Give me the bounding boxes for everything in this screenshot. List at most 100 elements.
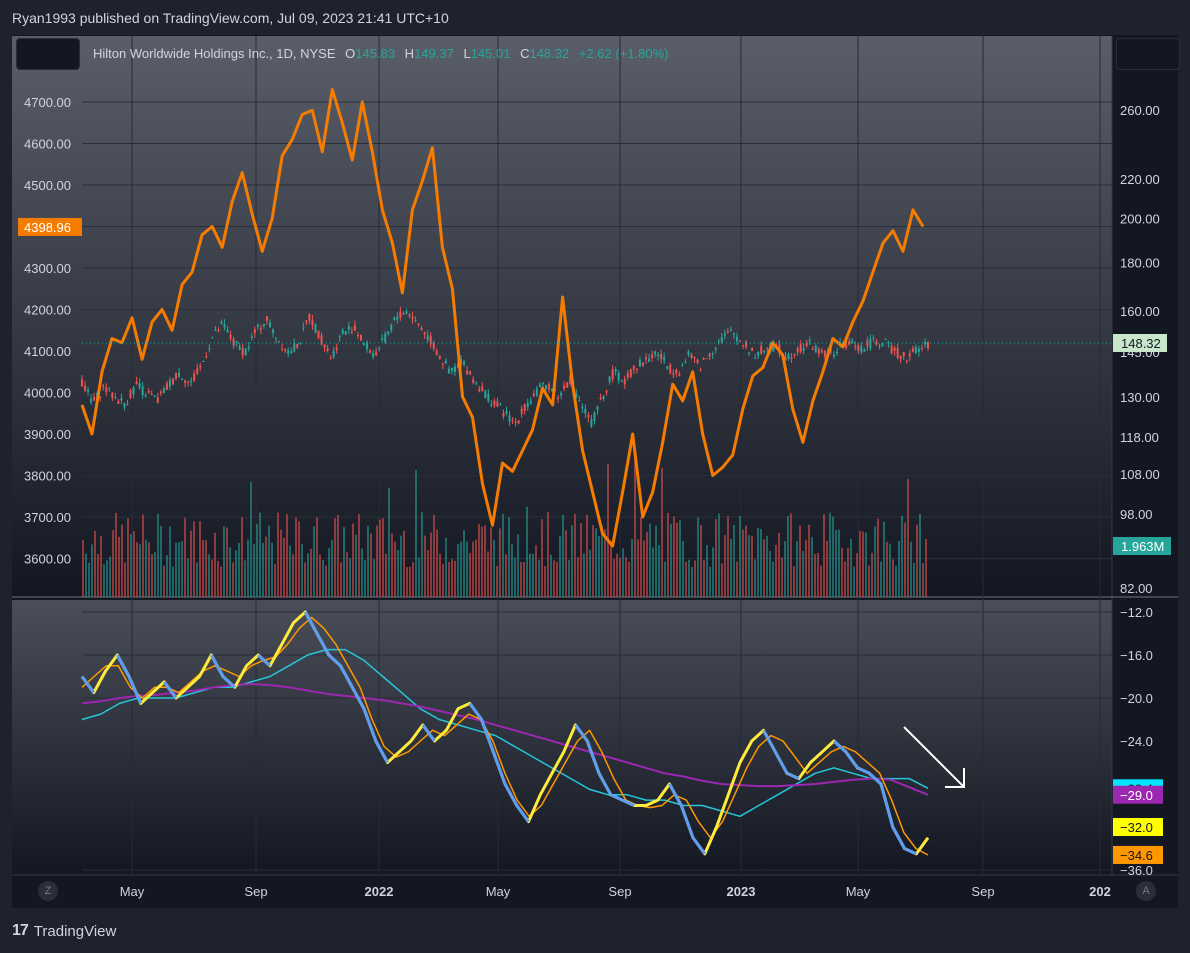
volume-bar [589, 549, 591, 597]
candle-body [226, 329, 229, 333]
volume-bar [196, 562, 198, 597]
candle-body [626, 373, 629, 378]
volume-bar [139, 544, 141, 597]
volume-bar [253, 544, 255, 597]
candle-body [720, 336, 723, 342]
osc-badge [1113, 845, 1163, 864]
oscillator-pane-bg [12, 600, 1112, 874]
volume-bar [559, 535, 561, 597]
candle-body [132, 387, 135, 395]
candle-body [293, 343, 296, 352]
volume-bar [439, 553, 441, 597]
volume-bar [601, 525, 603, 597]
candle-body [256, 324, 259, 327]
volume-bar [151, 553, 153, 597]
volume-bar [679, 520, 681, 597]
volume-bar [598, 536, 600, 597]
candle-body [908, 353, 911, 357]
candle-body [272, 329, 275, 333]
volume-bar [310, 548, 312, 597]
candle-body [751, 347, 754, 351]
candle-body [244, 348, 247, 355]
candle-body [399, 311, 402, 318]
candle-body [417, 323, 420, 325]
right-axis-tick: 82.00 [1120, 581, 1153, 596]
volume-bar [715, 518, 717, 597]
left-scale-button[interactable]: Z [38, 881, 58, 901]
volume-bar [496, 566, 498, 597]
candle-body [441, 363, 444, 365]
time-axis-bg [12, 876, 1178, 908]
volume-bar [547, 512, 549, 597]
volume-bar [445, 537, 447, 597]
candle-body [460, 359, 463, 366]
candle-body [123, 403, 126, 408]
candle-body [223, 324, 226, 328]
volume-bar [394, 541, 396, 597]
volume-bar [619, 557, 621, 597]
volume-histogram [82, 460, 927, 597]
volume-bar [724, 535, 726, 597]
candle-body [602, 395, 605, 400]
volume-bar [265, 536, 267, 597]
volume-bar [631, 538, 633, 597]
volume-bar [757, 528, 759, 597]
candle-body [414, 320, 417, 322]
volume-bar [340, 562, 342, 597]
candle-body [851, 340, 854, 343]
volume-bar [361, 548, 363, 597]
volume-bar [214, 532, 216, 597]
candle-body [748, 352, 751, 354]
left-corner-box[interactable] [16, 38, 80, 70]
candle-body [344, 331, 347, 335]
candle-body [914, 346, 917, 354]
left-axis-tick: 3900.00 [24, 427, 71, 442]
candle-body [848, 341, 851, 345]
volume-bar [247, 539, 249, 597]
candle-body [393, 317, 396, 321]
high-value: 149.37 [414, 46, 454, 61]
candle-body [790, 357, 793, 359]
volume-bar [613, 558, 615, 597]
candle-body [581, 406, 584, 409]
candle-body [184, 380, 187, 384]
volume-bar [202, 539, 204, 597]
candle-body [323, 345, 326, 348]
volume-bar [754, 559, 756, 597]
volume-bar [409, 566, 411, 597]
auto-scale-button[interactable]: A [1136, 881, 1156, 901]
candle-body [669, 364, 672, 373]
volume-bar [916, 524, 918, 597]
volume-bar [769, 550, 771, 597]
volume-bar [364, 560, 366, 597]
candle-body [690, 354, 693, 358]
footer-brand[interactable]: 17 TradingView [12, 922, 116, 940]
volume-bar [532, 553, 534, 597]
left-axis-tick: 4500.00 [24, 178, 71, 193]
volume-bar [115, 512, 117, 597]
candle-body [578, 400, 581, 402]
volume-bar [799, 525, 801, 597]
candle-body [284, 349, 287, 352]
volume-bar [910, 541, 912, 597]
volume-bar [148, 542, 150, 597]
candle-body [651, 354, 654, 358]
volume-bar [367, 526, 369, 597]
volume-bar [625, 557, 627, 597]
candle-body [881, 342, 884, 347]
volume-bar [583, 553, 585, 597]
volume-bar [721, 563, 723, 597]
volume-bar [616, 553, 618, 597]
volume-bar [706, 545, 708, 597]
right-corner-box[interactable] [1116, 38, 1180, 70]
volume-bar [298, 521, 300, 597]
volume-bar [622, 548, 624, 597]
volume-bar [859, 530, 861, 597]
volume-bar [130, 533, 132, 597]
candle-body [463, 361, 466, 365]
candle-body [326, 348, 329, 352]
volume-bar [490, 527, 492, 597]
volume-bar [502, 513, 504, 597]
brand-name: TradingView [33, 922, 117, 940]
